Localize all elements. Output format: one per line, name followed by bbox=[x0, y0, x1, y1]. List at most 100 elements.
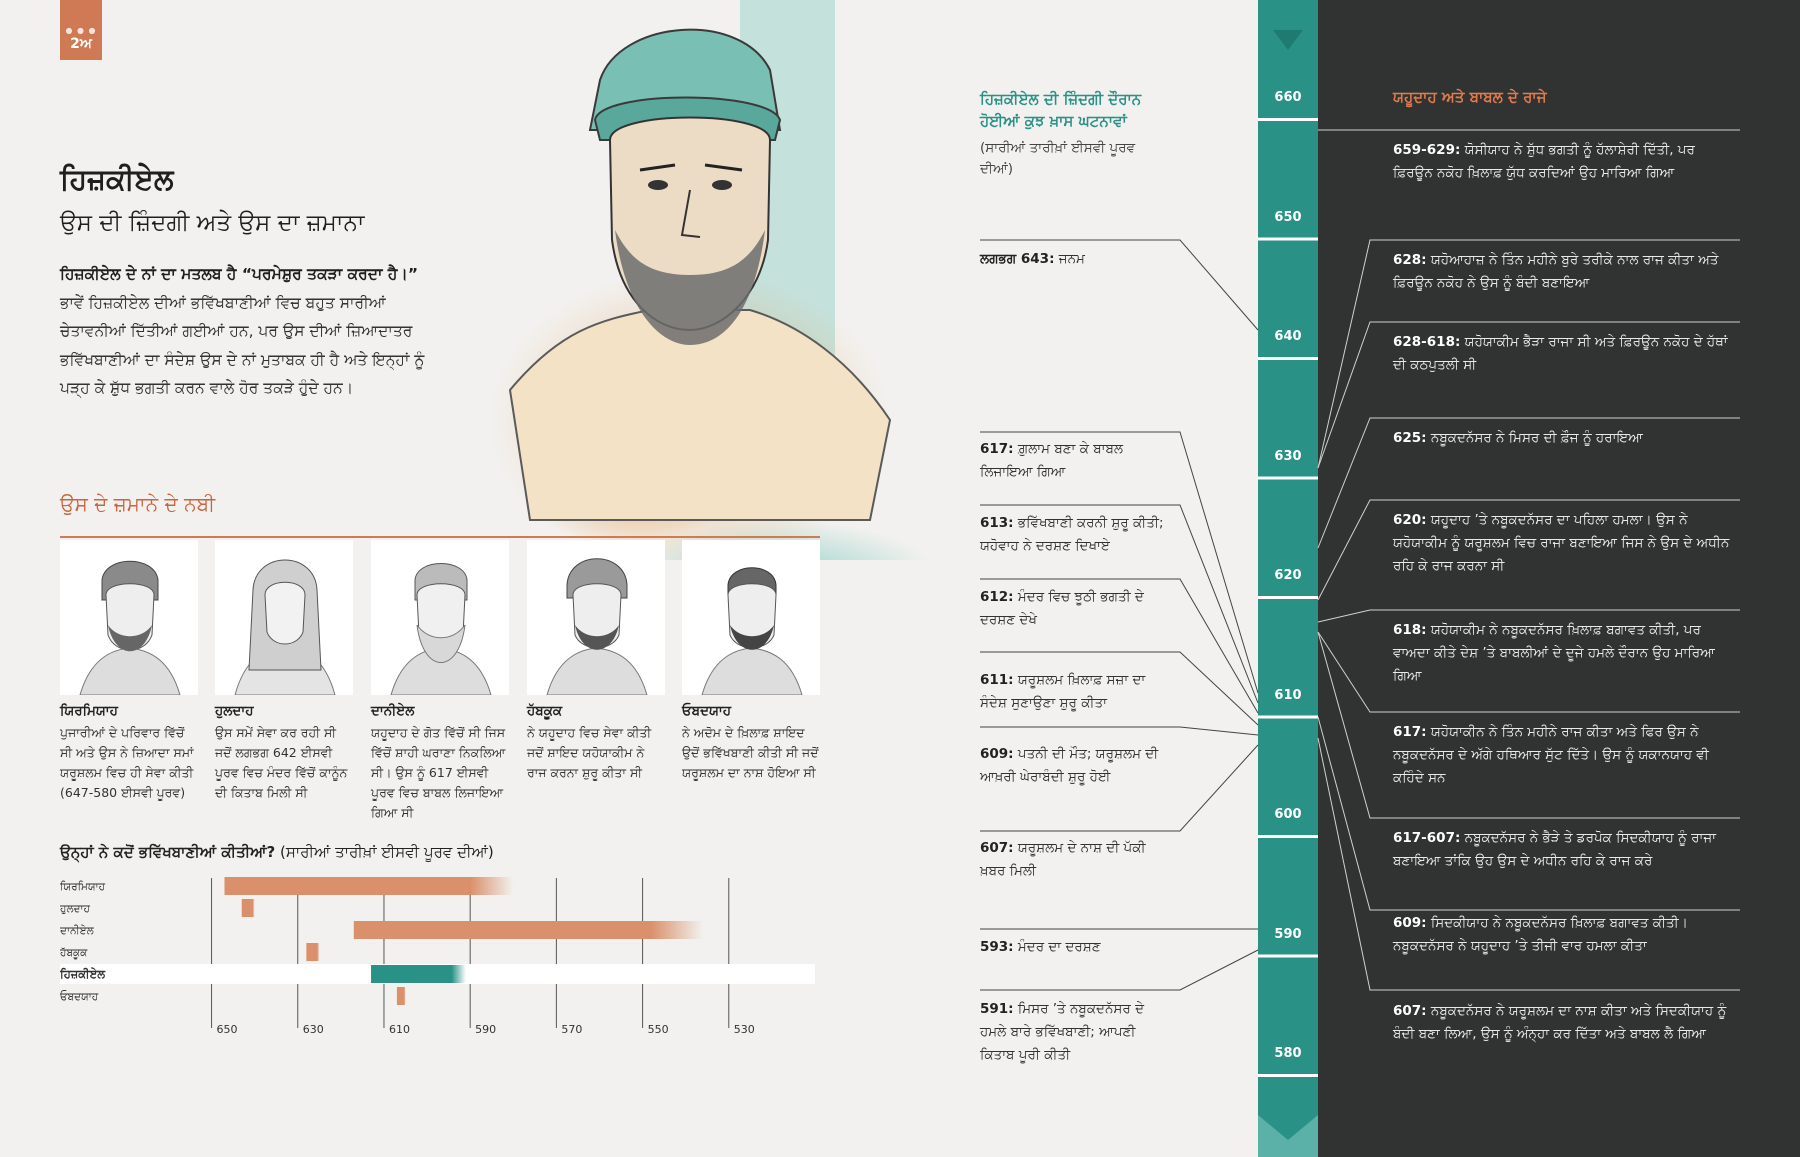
king-text: ਯਹੂਦਾਹ ’ਤੇ ਨਬੂਕਦਨੱਸਰ ਦਾ ਪਹਿਲਾ ਹਮਲਾ। ਉਸ ਨ… bbox=[1393, 512, 1730, 574]
event-date: 613: bbox=[980, 515, 1014, 531]
chart-series-label: ਦਾਨੀਏਲ bbox=[60, 924, 95, 937]
event-text: ਭਵਿੱਖਬਾਣੀ ਕਰਨੀ ਸ਼ੁਰੂ ਕੀਤੀ; ਯਹੋਵਾਹ ਨੇ ਦਰਸ… bbox=[980, 515, 1164, 554]
prophets-heading: ਉਸ ਦੇ ਜ਼ਮਾਨੇ ਦੇ ਨਬੀ bbox=[60, 492, 216, 516]
king-item: 618: ਯਹੋਯਾਕੀਮ ਨੇ ਨਬੂਕਦਨੱਸਰ ਖ਼ਿਲਾਫ਼ ਬਗਾਵਤ… bbox=[1393, 619, 1738, 688]
event-date: 611: bbox=[980, 672, 1014, 688]
intro-text: ਭਾਵੇਂ ਹਿਜ਼ਕੀਏਲ ਦੀਆਂ ਭਵਿੱਖਬਾਣੀਆਂ ਵਿਚ ਬਹੁਤ… bbox=[60, 293, 425, 398]
ruler-tick-line bbox=[1258, 715, 1318, 719]
prophet-card-obadiah: ਓਬਦਯਾਹ ਨੇ ਅਦੋਮ ਦੇ ਖ਼ਿਲਾਫ਼ ਸ਼ਾਇਦ ਉਦੋਂ ਭਵਿ… bbox=[682, 540, 820, 783]
chart-title-bold: ਉਨ੍ਹਾਂ ਨੇ ਕਦੋਂ ਭਵਿੱਖਬਾਣੀਆਂ ਕੀਤੀਆਂ? bbox=[60, 843, 276, 861]
chart-bar bbox=[396, 987, 406, 1005]
prophet-name: ਓਬਦਯਾਹ bbox=[682, 703, 732, 719]
chart-tick-label: 630 bbox=[303, 1023, 324, 1036]
chart-tick-label: 590 bbox=[475, 1023, 496, 1036]
chart-tick-label: 530 bbox=[734, 1023, 755, 1036]
event-text: ਮੰਦਰ ਵਿਚ ਝੂਠੀ ਭਗਤੀ ਦੇ ਦਰਸ਼ਣ ਦੇਖੇ bbox=[980, 589, 1144, 628]
ruler-tick-label: 650 bbox=[1274, 209, 1302, 225]
king-item: 617: ਯਹੋਯਾਕੀਨ ਨੇ ਤਿੰਨ ਮਹੀਨੇ ਰਾਜ ਕੀਤਾ ਅਤੇ… bbox=[1393, 721, 1738, 790]
king-date: 617-607: bbox=[1393, 830, 1461, 846]
prophet-portrait-icon bbox=[215, 540, 353, 696]
king-item: 659-629: ਯੋਸੀਯਾਹ ਨੇ ਸ਼ੁੱਧ ਭਗਤੀ ਨੂੰ ਹੱਲਾਸ… bbox=[1393, 139, 1738, 185]
ruler-tick-line bbox=[1258, 596, 1318, 599]
king-text: ਨਬੂਕਦਨੱਸਰ ਨੇ ਭੈੜੇ ਤੇ ਡਰਪੋਕ ਸਿਦਕੀਯਾਹ ਨੂੰ … bbox=[1393, 830, 1717, 869]
ezekiel-portrait-illustration bbox=[490, 0, 931, 560]
badge-dots-icon: ● ● ● bbox=[65, 26, 97, 35]
king-item: 617-607: ਨਬੂਕਦਨੱਸਰ ਨੇ ਭੈੜੇ ਤੇ ਡਰਪੋਕ ਸਿਦਕ… bbox=[1393, 827, 1738, 873]
ruler-tick-label: 660 bbox=[1274, 90, 1302, 105]
prophet-name: ਹੱਬਕੂਕ bbox=[527, 703, 563, 719]
prophet-description: ਪੁਜਾਰੀਆਂ ਦੇ ਪਰਿਵਾਰ ਵਿੱਚੋਂ ਸੀ ਅਤੇ ਉਸ ਨੇ ਜ… bbox=[60, 725, 194, 800]
chart-tick-label: 650 bbox=[217, 1023, 238, 1036]
event-date: 609: bbox=[980, 746, 1014, 762]
event-item: 607: ਯਰੂਸ਼ਲਮ ਦੇ ਨਾਸ਼ ਦੀ ਪੱਕੀ ਖ਼ਬਰ ਮਿਲੀ bbox=[980, 837, 1170, 883]
ruler-tick-line bbox=[1258, 835, 1318, 838]
event-item: 591: ਮਿਸਰ ’ਤੇ ਨਬੂਕਦਨੱਸਰ ਦੇ ਹਮਲੇ ਬਾਰੇ ਭਵਿ… bbox=[980, 998, 1170, 1067]
chart-series-label: ਯਿਰਮਿਯਾਹ bbox=[60, 880, 106, 893]
event-item: 617: ਗ਼ੁਲਾਮ ਬਣਾ ਕੇ ਬਾਬਲ ਲਿਜਾਇਆ ਗਿਆ bbox=[980, 438, 1170, 484]
ruler-tick-line bbox=[1258, 1074, 1318, 1077]
chart-tick-label: 610 bbox=[389, 1023, 410, 1036]
prophecy-timeline-chart: ਯਿਰਮਿਯਾਹ ਹੁਲਦਾਹ ਦਾਨੀਏਲ ਹੱਬਕੂਕ ਹਿਜ਼ਕੀਏਲ ਓਬਦਯਾਹ… bbox=[60, 877, 815, 1036]
event-item: 593: ਮੰਦਰ ਦਾ ਦਰਸ਼ਣ bbox=[980, 936, 1170, 959]
event-text: ਮੰਦਰ ਦਾ ਦਰਸ਼ਣ bbox=[1013, 939, 1101, 955]
ruler-tick-line bbox=[1258, 118, 1318, 121]
event-date: 607: bbox=[980, 840, 1014, 856]
event-date: 617: bbox=[980, 441, 1014, 457]
ruler-tick-label: 590 bbox=[1274, 926, 1302, 942]
prophet-portrait-icon bbox=[527, 540, 665, 696]
prophet-card-jeremiah: ਯਿਰਮਿਯਾਹ ਪੁਜਾਰੀਆਂ ਦੇ ਪਰਿਵਾਰ ਵਿੱਚੋਂ ਸੀ ਅਤ… bbox=[60, 540, 198, 803]
king-date: 620: bbox=[1393, 512, 1427, 528]
event-text: ਗ਼ੁਲਾਮ ਬਣਾ ਕੇ ਬਾਬਲ ਲਿਜਾਇਆ ਗਿਆ bbox=[980, 441, 1124, 480]
king-date: 618: bbox=[1393, 622, 1427, 638]
king-text: ਯਹੋਯਾਕੀਮ ਨੇ ਨਬੂਕਦਨੱਸਰ ਖ਼ਿਲਾਫ਼ ਬਗਾਵਤ ਕੀਤੀ… bbox=[1393, 622, 1715, 684]
ruler-tick-label: 640 bbox=[1274, 329, 1302, 344]
prophet-description: ਨੇ ਅਦੋਮ ਦੇ ਖ਼ਿਲਾਫ਼ ਸ਼ਾਇਦ ਉਦੋਂ ਭਵਿੱਖਬਾਣੀ … bbox=[682, 725, 819, 780]
king-date: 617: bbox=[1393, 724, 1427, 740]
badge-label: 2ਅ bbox=[70, 36, 92, 52]
king-item: 620: ਯਹੂਦਾਹ ’ਤੇ ਨਬੂਕਦਨੱਸਰ ਦਾ ਪਹਿਲਾ ਹਮਲਾ।… bbox=[1393, 509, 1738, 578]
event-text: ਪਤਨੀ ਦੀ ਮੌਤ; ਯਰੂਸ਼ਲਮ ਦੀ ਆਖ਼ਰੀ ਘੇਰਾਬੰਦੀ ਸ… bbox=[980, 746, 1159, 785]
event-item: 609: ਪਤਨੀ ਦੀ ਮੌਤ; ਯਰੂਸ਼ਲਮ ਦੀ ਆਖ਼ਰੀ ਘੇਰਾਬ… bbox=[980, 743, 1170, 789]
prophet-name: ਯਿਰਮਿਯਾਹ bbox=[60, 703, 118, 719]
event-text: ਯਰੂਸ਼ਲਮ ਦੇ ਨਾਸ਼ ਦੀ ਪੱਕੀ ਖ਼ਬਰ ਮਿਲੀ bbox=[980, 840, 1146, 879]
event-text: ਯਰੂਸ਼ਲਮ ਖ਼ਿਲਾਫ਼ ਸਜ਼ਾ ਦਾ ਸੰਦੇਸ਼ ਸੁਣਾਉਣਾ ਸ… bbox=[980, 672, 1146, 711]
event-date: 612: bbox=[980, 589, 1014, 605]
ruler-graphics bbox=[1258, 30, 1318, 1157]
chart-bar bbox=[224, 877, 514, 895]
chart-bar bbox=[241, 899, 255, 917]
events-note: (ਸਾਰੀਆਂ ਤਾਰੀਖ਼ਾਂ ਈਸਵੀ ਪੂਰਵ ਦੀਆਂ) bbox=[980, 140, 1136, 177]
chart-bar bbox=[371, 965, 466, 983]
king-item: 607: ਨਬੂਕਦਨੱਸਰ ਨੇ ਯਰੂਸ਼ਲਮ ਦਾ ਨਾਸ਼ ਕੀਤਾ ਅ… bbox=[1393, 1000, 1738, 1046]
ruler-tick-line bbox=[1258, 237, 1318, 241]
king-text: ਯਹੋਆਹਾਜ਼ ਨੇ ਤਿੰਨ ਮਹੀਨੇ ਬੁਰੇ ਤਰੀਕੇ ਨਾਲ ਰਾ… bbox=[1393, 252, 1719, 291]
ruler-tick-label: 630 bbox=[1274, 448, 1302, 464]
king-text: ਯਹੋਯਾਕੀਨ ਨੇ ਤਿੰਨ ਮਹੀਨੇ ਰਾਜ ਕੀਤਾ ਅਤੇ ਫਿਰ … bbox=[1393, 724, 1709, 786]
prophet-description: ਯਹੂਦਾਹ ਦੇ ਗੋਤ ਵਿੱਚੋਂ ਸੀ ਜਿਸ ਵਿੱਚੋਂ ਸ਼ਾਹੀ… bbox=[371, 725, 506, 820]
prophet-portrait-icon bbox=[682, 540, 820, 696]
king-date: 609: bbox=[1393, 915, 1427, 931]
prophet-card-daniel: ਦਾਨੀਏਲ ਯਹੂਦਾਹ ਦੇ ਗੋਤ ਵਿੱਚੋਂ ਸੀ ਜਿਸ ਵਿੱਚੋ… bbox=[371, 540, 509, 823]
king-date: 659-629: bbox=[1393, 142, 1461, 158]
king-text: ਯੋਸੀਯਾਹ ਨੇ ਸ਼ੁੱਧ ਭਗਤੀ ਨੂੰ ਹੱਲਾਸ਼ੇਰੀ ਦਿੱਤ… bbox=[1393, 142, 1695, 181]
event-item: 611: ਯਰੂਸ਼ਲਮ ਖ਼ਿਲਾਫ਼ ਸਜ਼ਾ ਦਾ ਸੰਦੇਸ਼ ਸੁਣਾ… bbox=[980, 669, 1170, 715]
ruler-tick-label: 610 bbox=[1274, 687, 1302, 703]
king-text: ਨਬੂਕਦਨੱਸਰ ਨੇ ਯਰੂਸ਼ਲਮ ਦਾ ਨਾਸ਼ ਕੀਤਾ ਅਤੇ ਸਿ… bbox=[1393, 1003, 1727, 1042]
chart-series-label: ਹੁਲਦਾਹ bbox=[60, 903, 90, 915]
king-text: ਨਬੂਕਦਨੱਸਰ ਨੇ ਮਿਸਰ ਦੀ ਫ਼ੌਜ ਨੂੰ ਹਰਾਇਆ bbox=[1426, 430, 1643, 446]
prophet-description: ਨੇ ਯਹੂਦਾਹ ਵਿਚ ਸੇਵਾ ਕੀਤੀ ਜਦੋਂ ਸ਼ਾਇਦ ਯਹੋਯਾ… bbox=[527, 725, 652, 780]
event-item: 612: ਮੰਦਰ ਵਿਚ ਝੂਠੀ ਭਗਤੀ ਦੇ ਦਰਸ਼ਣ ਦੇਖੇ bbox=[980, 586, 1170, 632]
ruler-tick-label: 620 bbox=[1274, 568, 1302, 583]
chart-title-note: (ਸਾਰੀਆਂ ਤਾਰੀਖ਼ਾਂ ਈਸਵੀ ਪੂਰਵ ਦੀਆਂ) bbox=[275, 843, 494, 861]
event-item: 613: ਭਵਿੱਖਬਾਣੀ ਕਰਨੀ ਸ਼ੁਰੂ ਕੀਤੀ; ਯਹੋਵਾਹ ਨ… bbox=[980, 512, 1170, 558]
chart-tick-label: 570 bbox=[561, 1023, 582, 1036]
chart-title: ਉਨ੍ਹਾਂ ਨੇ ਕਦੋਂ ਭਵਿੱਖਬਾਣੀਆਂ ਕੀਤੀਆਂ? (ਸਾਰੀ… bbox=[60, 843, 494, 861]
prophet-portrait-icon bbox=[60, 540, 198, 696]
king-text: ਯਹੋਯਾਕੀਮ ਭੈੜਾ ਰਾਜਾ ਸੀ ਅਤੇ ਫ਼ਿਰਊਨ ਨਕੋਹ ਦੇ… bbox=[1393, 334, 1728, 373]
chart-bar bbox=[353, 921, 703, 939]
timeline-ruler bbox=[1258, 0, 1318, 1157]
chart-series-label: ਓਬਦਯਾਹ bbox=[60, 990, 99, 1003]
kings-panel-background bbox=[1318, 0, 1800, 1157]
page-title: ਹਿਜ਼ਕੀਏਲ bbox=[60, 162, 174, 196]
king-item: 625: ਨਬੂਕਦਨੱਸਰ ਨੇ ਮਿਸਰ ਦੀ ਫ਼ੌਜ ਨੂੰ ਹਰਾਇਆ bbox=[1393, 427, 1738, 450]
